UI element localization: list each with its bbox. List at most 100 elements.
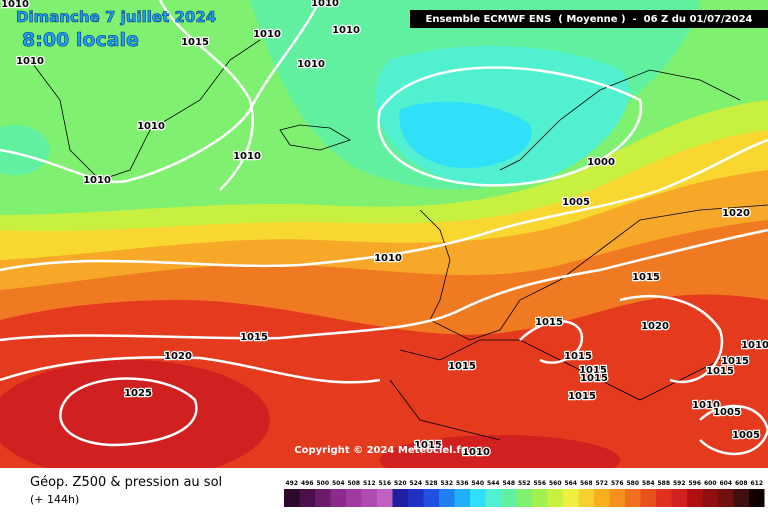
colorbar-label: 592 [673,480,686,487]
isobar-label: 1010 [16,56,44,67]
isobar-label: 1015 [580,373,608,384]
colorbar-swatch [439,489,455,507]
colorbar-label: 612 [750,480,763,487]
isobar-label: 1010 [311,0,339,9]
colorbar-swatch [516,489,532,507]
colorbar-label: 520 [394,480,407,487]
colorbar-label: 544 [487,480,500,487]
isobar-label: 1010 [137,121,165,132]
colorbar-label: 552 [518,480,531,487]
colorbar-label: 508 [347,480,360,487]
background-field [0,0,768,485]
isobar-label: 1015 [414,440,442,451]
colorbar-swatch [594,489,610,507]
footer-title: Géop. Z500 & pression au sol [30,475,222,490]
isobar-label: 1010 [253,29,281,40]
colorbar-swatch [346,489,362,507]
colorbar-label: 540 [471,480,484,487]
colorbar-label: 576 [611,480,624,487]
colorbar-label: 584 [642,480,655,487]
isobar-label: 1005 [732,430,760,441]
colorbar-swatch [625,489,641,507]
isobar-label: 1005 [713,407,741,418]
map-time: 8:00 locale [22,29,139,51]
isobar-label: 1015 [240,332,268,343]
colorbar: 492 496 500 504 508 512 516 520 524 528 532 536 540 5… [284,480,765,507]
colorbar-label: 568 [580,480,593,487]
colorbar-swatch [392,489,408,507]
colorbar-swatch [361,489,377,507]
footer-subtitle: (+ 144h) [30,493,79,506]
isobar-label: 1010 [374,253,402,264]
isobar-label: 1015 [579,365,607,376]
isobar-label: 1010 [462,447,490,458]
isobar-label: 1015 [448,361,476,372]
colorbar-label: 516 [378,480,391,487]
colorbar-swatch [578,489,594,507]
colorbar-swatch [454,489,470,507]
colorbar-swatch [408,489,424,507]
colorbar-swatch [718,489,734,507]
isobar-label: 1015 [568,391,596,402]
copyright: Copyright © 2024 Meteociel.fr [294,445,465,456]
isobar-label: 1000 [587,157,615,168]
colorbar-label: 604 [719,480,732,487]
isobar-label: 1015 [535,317,563,328]
map-date: Dimanche 7 juillet 2024 [16,8,216,26]
coastlines [29,39,768,441]
colorbar-label: 524 [409,480,422,487]
colorbar-swatch [485,489,501,507]
colorbar-swatch [656,489,672,507]
colorbar-label: 556 [533,480,546,487]
colorbar-swatch [749,489,765,507]
colorbar-swatch [640,489,656,507]
colorbar-swatch [284,489,300,507]
colorbar-label: 504 [332,480,345,487]
isobar-label: 1015 [181,37,209,48]
colorbar-label: 492 [285,480,298,487]
colorbar-label: 500 [316,480,329,487]
colorbar-swatch [702,489,718,507]
colorbar-label: 528 [425,480,438,487]
colorbar-swatch [377,489,393,507]
colorbar-swatch [687,489,703,507]
colorbar-swatch [330,489,346,507]
colorbar-label: 596 [688,480,701,487]
colorbar-swatch [423,489,439,507]
isobar-label: 1020 [164,351,192,362]
colorbar-label: 560 [549,480,562,487]
isobar-label: 1010 [692,400,720,411]
isobar-label: 1005 [562,197,590,208]
isobars [0,0,768,456]
isobar-label: 1015 [632,272,660,283]
colorbar-swatch [733,489,749,507]
colorbar-swatch [501,489,517,507]
colorbar-label: 600 [704,480,717,487]
isobar-label: 1010 [741,340,768,351]
colorbar-label: 608 [735,480,748,487]
isobar-label: 1015 [564,351,592,362]
isobar-label: 1015 [706,366,734,377]
isobar-label: 1010 [297,59,325,70]
model-box [410,10,768,28]
model-info: Ensemble ECMWF ENS ( Moyenne ) - 06 Z du… [426,14,753,25]
isobar-label: 1015 [721,356,749,367]
colorbar-label: 564 [564,480,577,487]
colorbar-label: 580 [626,480,639,487]
colorbar-swatch [315,489,331,507]
colorbar-label: 548 [502,480,515,487]
colorbar-swatch [671,489,687,507]
isobar-label: 1025 [124,388,152,399]
colorbar-swatch [532,489,548,507]
colorbar-swatch [470,489,486,507]
isobar-label: 1020 [641,321,669,332]
colorbar-swatch [299,489,315,507]
colorbar-label: 588 [657,480,670,487]
colorbar-label: 512 [363,480,376,487]
isobar-labels: 1010 1010 1015 1010 1010 1010 1010 1010 1010 1010… [0,0,768,459]
isobar-label: 1010 [233,151,261,162]
isobar-label: 1010 [1,0,29,10]
colorbar-swatch [547,489,563,507]
isobar-label: 1010 [332,25,360,36]
